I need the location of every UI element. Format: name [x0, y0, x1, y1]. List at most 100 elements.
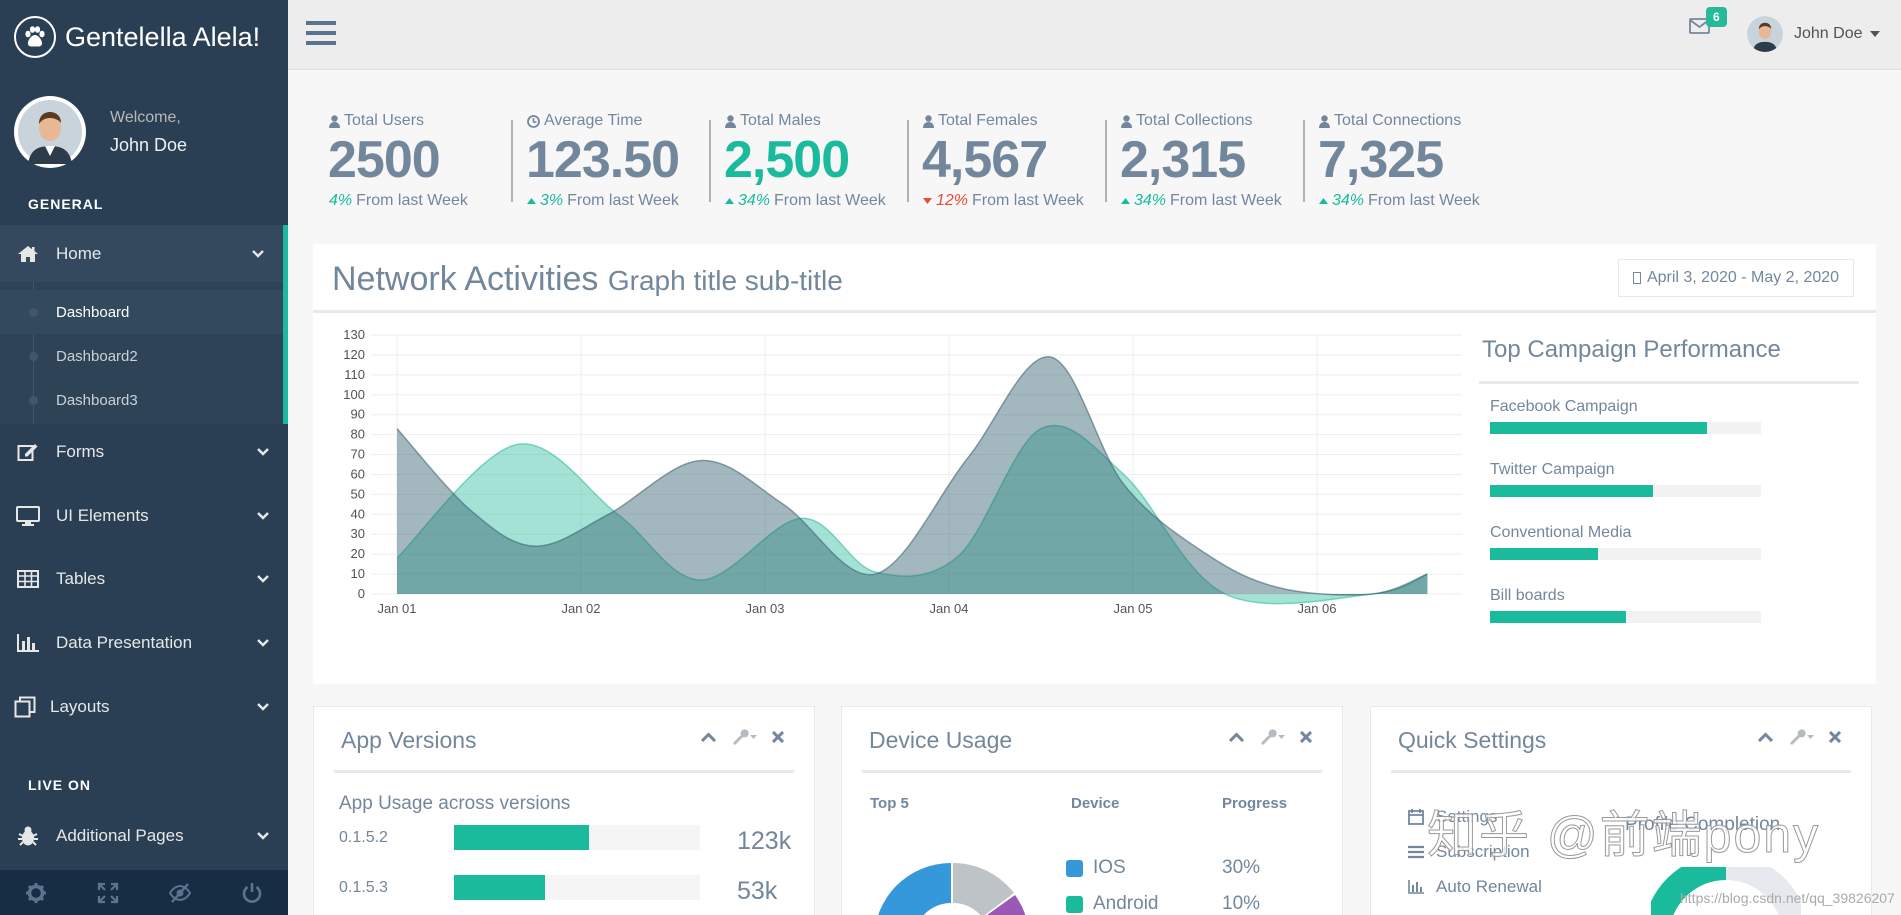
- sidebar-subitem-dashboard2[interactable]: Dashboard2: [0, 334, 283, 378]
- caret-up-icon: [527, 198, 536, 204]
- column-header-progress: Progress: [1222, 795, 1288, 812]
- sidebar-item-forms[interactable]: Forms: [0, 424, 288, 480]
- wrench-icon[interactable]: [1259, 729, 1285, 745]
- graph-subtitle: Graph title sub-title: [607, 265, 843, 296]
- sidebar-item-label: Data Presentation: [56, 633, 193, 652]
- tile-separator: [511, 120, 513, 202]
- sidebar-item-layouts[interactable]: Layouts: [0, 679, 288, 735]
- brand-name: Gentelella Alela!: [65, 21, 261, 52]
- quick-setting-subscription[interactable]: Subscription: [1408, 842, 1530, 862]
- stat-tile: Total Males 2,500 34% From last Week: [709, 108, 907, 216]
- tile-title-text: Total Males: [740, 112, 821, 129]
- sidebar-subitem-dashboard[interactable]: Dashboard: [0, 290, 283, 334]
- panel-toolbox: [701, 729, 784, 745]
- chevron-up-icon[interactable]: [701, 732, 716, 742]
- y-tick-label: 60: [351, 466, 365, 481]
- device-progress: 30%: [1222, 857, 1261, 878]
- lock-button[interactable]: [144, 870, 216, 915]
- profile-quick-info: Welcome, John Doe: [14, 96, 187, 168]
- y-tick-label: 90: [351, 407, 365, 422]
- tile-separator: [907, 120, 909, 202]
- y-tick-label: 0: [358, 586, 365, 601]
- device-donut-chart: [878, 863, 1026, 915]
- user-menu-name[interactable]: John Doe: [1794, 25, 1863, 42]
- tile-percent: 34%: [1134, 192, 1167, 209]
- tile-footer-text: From last Week: [972, 192, 1084, 209]
- profile-name: John Doe: [110, 134, 188, 155]
- campaign-progress-bar: [1490, 485, 1761, 497]
- close-icon[interactable]: [772, 731, 784, 743]
- wrench-icon[interactable]: [731, 729, 757, 745]
- series-area: [397, 425, 1428, 604]
- campaign-label: Bill boards: [1490, 587, 1565, 604]
- y-tick-label: 120: [343, 347, 365, 362]
- campaign-progress-bar: [1490, 548, 1761, 560]
- user-icon: [1319, 114, 1330, 128]
- active-menu-indicator: [283, 226, 288, 424]
- chevron-down-icon: [238, 639, 288, 647]
- campaign-label: Twitter Campaign: [1490, 461, 1615, 478]
- date-range-picker[interactable]: April 3, 2020 - May 2, 2020: [1618, 259, 1854, 297]
- settings-button[interactable]: [0, 870, 72, 915]
- graph-title: Network Activities Graph title sub-title: [332, 260, 843, 299]
- sidebar-item-label: Home: [56, 244, 102, 263]
- series-area: [397, 356, 1428, 595]
- tile-percent: 4%: [329, 192, 353, 209]
- avatar[interactable]: [14, 96, 86, 168]
- sidebar-item-label: Additional Pages: [56, 826, 184, 845]
- chevron-up-icon[interactable]: [1229, 732, 1244, 742]
- sidebar-subitem-dashboard3[interactable]: Dashboard3: [0, 378, 283, 422]
- hamburger-icon: [306, 20, 336, 46]
- donut-slice: [953, 863, 1014, 915]
- sidebar-item-data-presentation[interactable]: Data Presentation: [0, 615, 288, 671]
- x-tick-label: Jan 02: [561, 601, 600, 616]
- tile-footer-text: From last Week: [774, 192, 886, 209]
- y-tick-label: 70: [351, 447, 365, 462]
- network-activities-panel: Network Activities Graph title sub-title…: [313, 244, 1876, 684]
- campaign-progress-bar: [1490, 611, 1761, 623]
- section-live-on-heading: LIVE ON: [28, 777, 92, 793]
- device-progress: 10%: [1222, 893, 1261, 914]
- sidebar-subitem-label: Dashboard3: [56, 391, 138, 409]
- device-row-ios: IOS: [1066, 857, 1126, 879]
- sidebar-item-tables[interactable]: Tables: [0, 551, 288, 607]
- desktop-icon: [0, 506, 56, 526]
- menu-toggle-button[interactable]: [306, 20, 336, 46]
- sidebar-item-home[interactable]: Home: [0, 225, 288, 283]
- stat-tile: Total Females 4,567 12% From last Week: [907, 108, 1105, 216]
- x-tick-label: Jan 03: [745, 601, 784, 616]
- close-icon[interactable]: [1300, 731, 1312, 743]
- column-header-top5: Top 5: [870, 795, 909, 812]
- x-tick-label: Jan 04: [929, 601, 968, 616]
- list-icon: [1408, 845, 1424, 859]
- wrench-icon[interactable]: [1788, 729, 1814, 745]
- sidebar-subitem-label: Dashboard: [56, 303, 130, 321]
- tile-title: Average Time: [527, 112, 642, 130]
- x-tick-label: Jan 01: [377, 601, 416, 616]
- fullscreen-button[interactable]: [72, 870, 144, 915]
- stat-tile: Total Users 2500 4% From last Week: [313, 108, 511, 216]
- version-progress-bar: [454, 825, 700, 850]
- user-avatar[interactable]: [1747, 16, 1783, 52]
- sidebar-item-additional-pages[interactable]: Additional Pages: [0, 808, 288, 864]
- user-icon: [923, 114, 934, 128]
- tile-percent: 3%: [540, 192, 564, 209]
- logout-button[interactable]: [216, 870, 288, 915]
- tile-footer-text: From last Week: [567, 192, 679, 209]
- close-icon[interactable]: [1829, 731, 1841, 743]
- app-usage-caption: App Usage across versions: [339, 793, 571, 814]
- quick-setting-settings[interactable]: Settings: [1408, 807, 1497, 827]
- version-progress-fill: [454, 825, 590, 850]
- tile-title: Total Females: [923, 112, 1038, 130]
- caret-down-icon[interactable]: [1870, 31, 1880, 37]
- sidebar-item-ui-elements[interactable]: UI Elements: [0, 488, 288, 544]
- quick-setting-auto-renewal[interactable]: Auto Renewal: [1408, 877, 1542, 897]
- tile-percent: 34%: [738, 192, 771, 209]
- bug-icon: [0, 825, 56, 847]
- chevron-down-icon: [238, 448, 288, 456]
- tile-percent: 34%: [1332, 192, 1365, 209]
- panel-toolbox: [1229, 729, 1312, 745]
- brand[interactable]: Gentelella Alela!: [14, 16, 260, 58]
- chevron-up-icon[interactable]: [1758, 732, 1773, 742]
- tile-title: Total Collections: [1121, 112, 1253, 130]
